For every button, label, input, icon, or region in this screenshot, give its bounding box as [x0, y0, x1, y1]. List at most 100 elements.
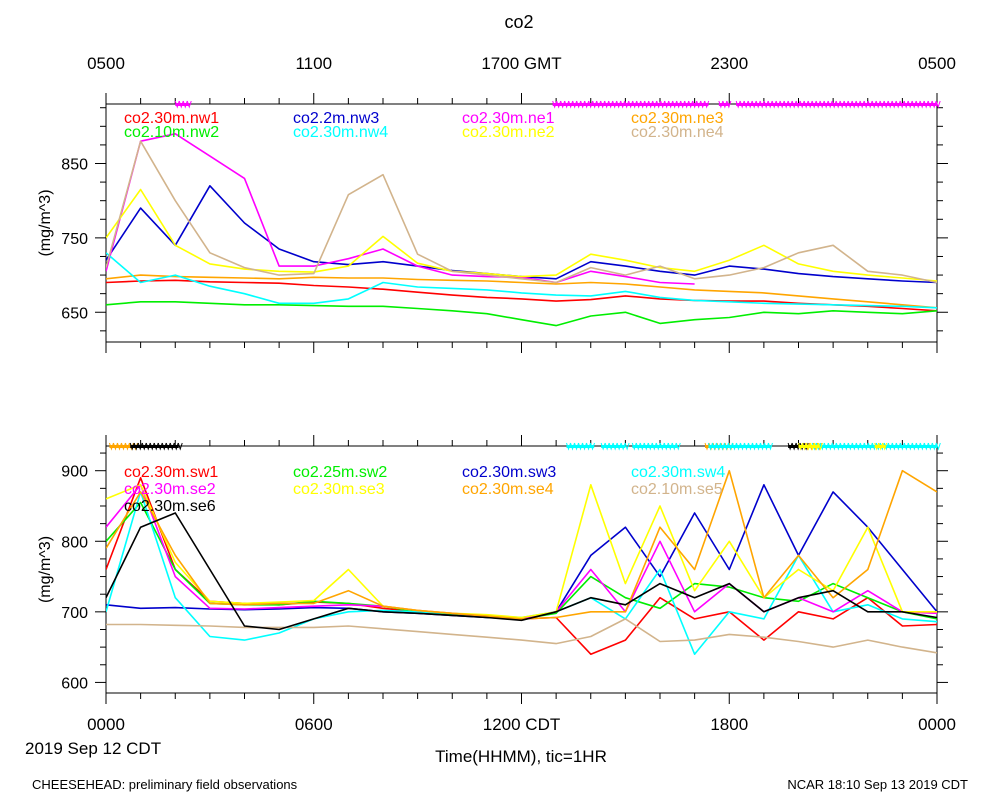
- flag-mark-co2.30m.ne1: [182, 100, 188, 109]
- flag-mark-co2.30m.ne1: [580, 100, 586, 109]
- flag-mark-co2.30m.sw4: [608, 442, 614, 451]
- flag-mark-co2.30m.ne1: [186, 100, 192, 109]
- flag-mark-co2.30m.sw4: [675, 442, 681, 451]
- flag-mark-co2.30m.sw4: [835, 442, 841, 451]
- top-tick-label: 0500: [87, 54, 125, 73]
- flag-mark-co2.30m.ne1: [632, 100, 638, 109]
- flag-mark-co2.30m.ne1: [759, 100, 765, 109]
- flag-mark-co2.30m.sw4: [823, 442, 829, 451]
- flag-mark-co2.30m.ne1: [831, 100, 837, 109]
- series-line-co2.30m.ne3: [106, 274, 937, 309]
- legend-entry-co2.30m.se4: co2.30m.se4: [462, 481, 554, 498]
- x-tick-label: 1200 CDT: [483, 715, 560, 734]
- chart-title: co2: [504, 12, 533, 32]
- flag-mark-co2.30m.se6: [173, 442, 179, 451]
- series-lines: [106, 133, 937, 327]
- flag-mark-co2.30m.sw4: [851, 442, 857, 451]
- legend-entry-co2.10m.se5: co2.10m.se5: [631, 481, 723, 498]
- legend-entry-co2.10m.nw2: co2.10m.nw2: [124, 124, 219, 141]
- flag-mark-co2.30m.ne1: [867, 100, 873, 109]
- flag-mark-co2.30m.ne1: [827, 100, 833, 109]
- flag-mark-co2.30m.ne1: [767, 100, 773, 109]
- flag-marker-co2.30m.ne1: [736, 103, 937, 106]
- y-axis-label: (mg/m^3): [37, 536, 54, 603]
- flag-mark-co2.30m.sw4: [663, 442, 669, 451]
- flag-mark-co2.30m.se3: [798, 442, 803, 451]
- flag-mark-co2.30m.se3: [802, 442, 807, 451]
- flag-mark-co2.30m.ne1: [835, 100, 841, 109]
- flag-mark-co2.30m.sw4: [819, 442, 825, 451]
- flag-mark-co2.30m.sw4: [927, 442, 933, 451]
- flag-mark-co2.30m.ne1: [883, 100, 889, 109]
- flag-mark-co2.30m.sw4: [847, 442, 853, 451]
- flag-mark-co2.30m.ne1: [576, 100, 582, 109]
- flag-mark-co2.30m.sw4: [720, 442, 725, 451]
- flag-mark-co2.30m.ne1: [859, 100, 865, 109]
- flag-mark-co2.30m.ne1: [803, 100, 809, 109]
- flag-mark-co2.30m.sw4: [827, 442, 833, 451]
- x-axis-date: 2019 Sep 12 CDT: [25, 739, 161, 758]
- flag-mark-co2.30m.ne1: [839, 100, 845, 109]
- flag-mark-co2.30m.sw4: [863, 442, 869, 451]
- flag-mark-co2.30m.ne1: [696, 100, 702, 109]
- legend-entry-co2.30m.se2: co2.30m.se2: [124, 481, 216, 498]
- series-line-co2.10m.se5: [106, 618, 937, 654]
- flag-mark-co2.30m.sw4: [760, 442, 765, 451]
- flag-mark-co2.30m.se6: [141, 442, 147, 451]
- flag-mark-co2.30m.sw4: [756, 442, 761, 451]
- flag-mark-co2.30m.ne1: [819, 100, 825, 109]
- y-tick-label: 650: [61, 305, 88, 322]
- flag-mark-co2.30m.sw4: [736, 442, 741, 451]
- flag-mark-co2.30m.ne1: [718, 100, 724, 109]
- flag-mark-co2.30m.se3: [806, 442, 811, 451]
- flag-mark-co2.30m.ne1: [174, 100, 180, 109]
- y-tick-label: 700: [61, 605, 88, 622]
- flag-mark-co2.30m.ne1: [755, 100, 761, 109]
- flag-mark-co2.30m.sw4: [570, 442, 575, 451]
- legend-entry-co2.30m.nw4: co2.30m.nw4: [293, 124, 388, 141]
- x-axis-label: Time(HHMM), tic=1HR: [435, 747, 607, 766]
- flag-mark-co2.30m.sw4: [768, 442, 773, 451]
- flag-mark-co2.30m.se6: [169, 442, 175, 451]
- flag-mark-co2.30m.sw4: [671, 442, 677, 451]
- flag-mark-co2.30m.ne1: [911, 100, 917, 109]
- flag-mark-co2.30m.sw4: [887, 442, 893, 451]
- flag-mark-co2.30m.ne1: [660, 100, 666, 109]
- flag-mark-co2.30m.sw4: [923, 442, 929, 451]
- flag-mark-co2.30m.se6: [137, 442, 143, 451]
- series-line-co2.30m.ne4: [106, 140, 937, 284]
- flag-mark-co2.30m.sw4: [764, 442, 769, 451]
- flag-mark-co2.30m.ne1: [588, 100, 594, 109]
- flag-mark-co2.30m.ne1: [688, 100, 694, 109]
- flag-mark-co2.30m.ne1: [648, 100, 654, 109]
- flag-mark-co2.30m.se4: [704, 442, 710, 451]
- flag-mark-co2.30m.sw4: [899, 442, 905, 451]
- series-line-co2.10m.nw2: [106, 301, 937, 327]
- footer-right: NCAR 18:10 Sep 13 2019 CDT: [787, 777, 968, 792]
- y-axis-label: (mg/m^3): [37, 189, 54, 256]
- flag-mark-co2.30m.ne1: [596, 100, 602, 109]
- flag-mark-co2.30m.ne1: [935, 100, 941, 109]
- flag-mark-co2.30m.sw4: [748, 442, 753, 451]
- flag-mark-co2.30m.ne1: [739, 100, 745, 109]
- flag-mark-co2.30m.ne1: [879, 100, 885, 109]
- flag-mark-co2.30m.sw4: [907, 442, 913, 451]
- flag-mark-co2.30m.ne1: [815, 100, 821, 109]
- flag-mark-co2.30m.sw4: [911, 442, 917, 451]
- flag-mark-co2.30m.sw4: [843, 442, 849, 451]
- flag-mark-co2.30m.ne1: [775, 100, 781, 109]
- series-line-co2.30m.se2: [106, 484, 937, 620]
- flag-marker-co2.30m.ne1: [552, 103, 709, 106]
- flag-mark-co2.30m.se6: [145, 442, 151, 451]
- flag-mark-co2.30m.ne1: [664, 100, 670, 109]
- flag-mark-co2.30m.ne1: [875, 100, 881, 109]
- flag-mark-co2.30m.sw4: [919, 442, 925, 451]
- legend-entry-co2.30m.sw3: co2.30m.sw3: [462, 464, 556, 481]
- flag-mark-co2.30m.ne1: [855, 100, 861, 109]
- legend-entry-co2.30m.se6: co2.30m.se6: [124, 498, 216, 515]
- flag-mark-co2.30m.ne1: [584, 100, 590, 109]
- flag-mark-co2.30m.sw4: [867, 442, 873, 451]
- flag-mark-co2.30m.ne1: [604, 100, 610, 109]
- flag-mark-co2.30m.se6: [157, 442, 163, 451]
